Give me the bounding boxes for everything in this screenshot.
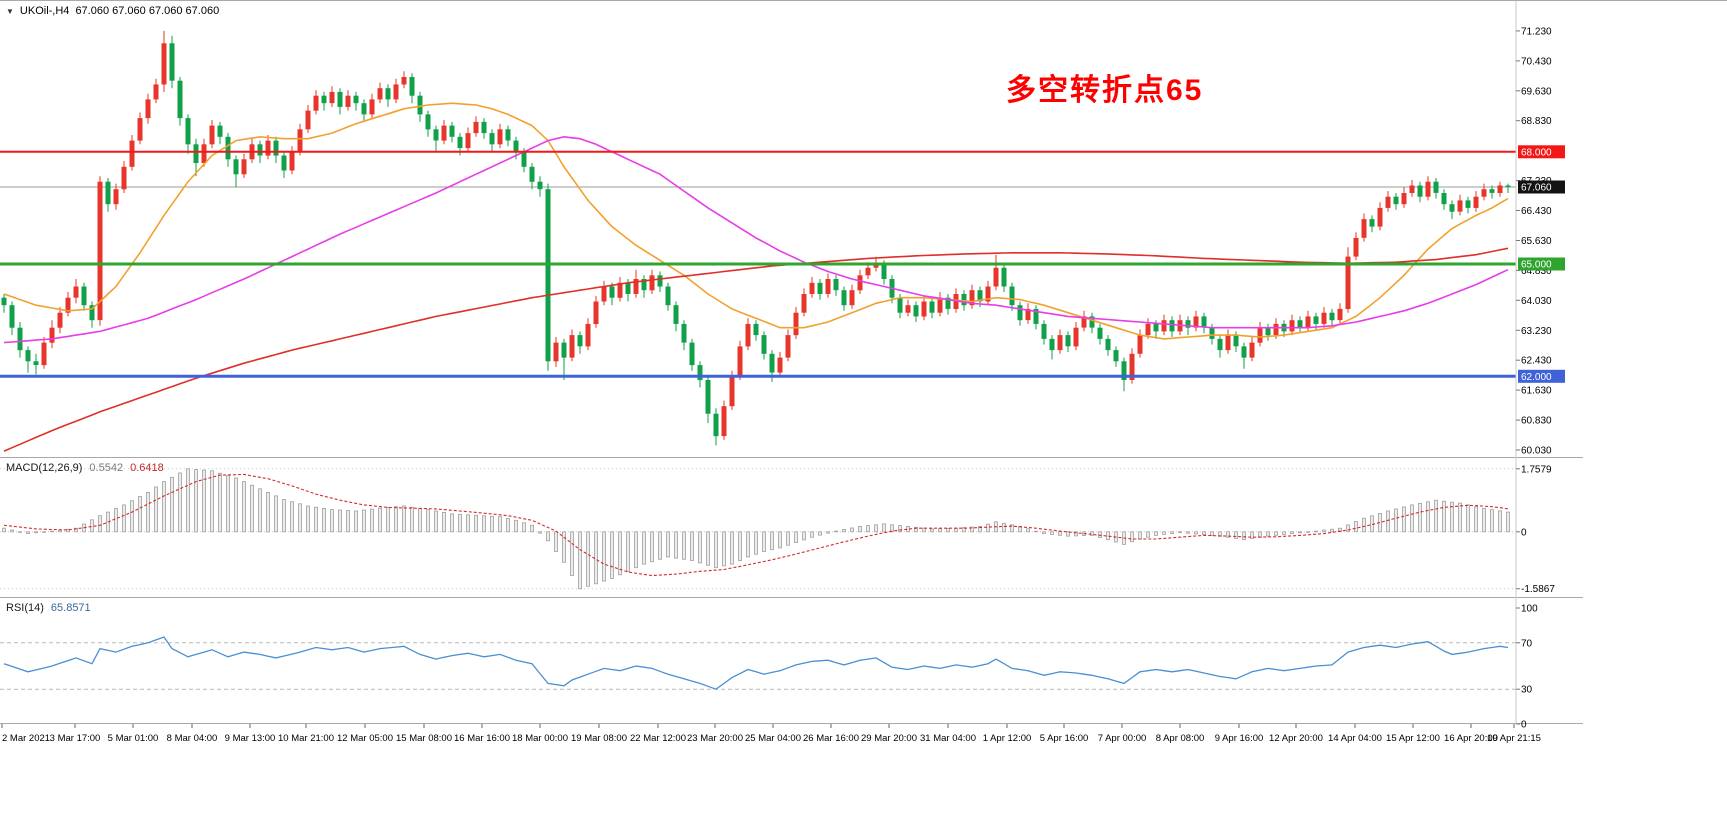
macd-main-value: 0.5542	[89, 462, 124, 474]
svg-text:8 Mar 04:00: 8 Mar 04:00	[167, 733, 218, 744]
svg-text:12 Apr 20:00: 12 Apr 20:00	[1269, 733, 1323, 744]
svg-text:62.430: 62.430	[1521, 356, 1552, 367]
macd-name: MACD(12,26,9)	[6, 462, 83, 474]
svg-text:67.060: 67.060	[1521, 183, 1552, 194]
svg-text:68.830: 68.830	[1521, 116, 1552, 127]
svg-text:-1.5867: -1.5867	[1521, 584, 1555, 595]
svg-text:1.7579: 1.7579	[1521, 464, 1552, 475]
svg-text:0: 0	[1521, 527, 1527, 538]
svg-text:60.030: 60.030	[1521, 446, 1552, 457]
svg-text:14 Apr 04:00: 14 Apr 04:00	[1328, 733, 1382, 744]
svg-text:68.000: 68.000	[1521, 147, 1552, 158]
macd-signal-value: 0.6418	[130, 462, 164, 474]
svg-text:23 Mar 20:00: 23 Mar 20:00	[687, 733, 743, 744]
svg-text:5 Mar 01:00: 5 Mar 01:00	[108, 733, 159, 744]
svg-text:8 Apr 08:00: 8 Apr 08:00	[1156, 733, 1205, 744]
svg-text:7 Apr 00:00: 7 Apr 00:00	[1098, 733, 1147, 744]
rsi-line	[3, 636, 1509, 690]
svg-text:25 Mar 04:00: 25 Mar 04:00	[745, 733, 801, 744]
rsi-value: 65.8571	[50, 602, 91, 614]
macd-histogram	[2, 468, 1510, 590]
svg-text:16 Apr 20:00: 16 Apr 20:00	[1444, 733, 1498, 744]
svg-text:15 Mar 08:00: 15 Mar 08:00	[396, 733, 452, 744]
symbol-quotes: 67.060 67.060 67.060 67.060	[75, 5, 220, 17]
svg-text:66.430: 66.430	[1521, 206, 1552, 217]
svg-text:69.630: 69.630	[1521, 86, 1552, 97]
svg-text:10 Mar 21:00: 10 Mar 21:00	[278, 733, 334, 744]
svg-text:2 Mar 2021: 2 Mar 2021	[2, 733, 50, 744]
svg-text:15 Apr 12:00: 15 Apr 12:00	[1386, 733, 1440, 744]
ma-mid-line	[3, 135, 1509, 344]
rsi-panel	[0, 636, 1516, 690]
svg-text:64.030: 64.030	[1521, 296, 1552, 307]
horizontal-level-lines[interactable]	[0, 150, 1516, 378]
ma-fast-line	[3, 102, 1509, 340]
macd-indicator-label: MACD(12,26,9) 0.5542 0.6418	[6, 462, 164, 474]
svg-text:29 Mar 20:00: 29 Mar 20:00	[861, 733, 917, 744]
rsi-indicator-label: RSI(14) 65.8571	[6, 602, 91, 614]
svg-text:9 Mar 13:00: 9 Mar 13:00	[225, 733, 276, 744]
svg-text:61.630: 61.630	[1521, 386, 1552, 397]
svg-text:19 Apr 21:15: 19 Apr 21:15	[1487, 733, 1541, 744]
symbol-collapse-icon[interactable]: ▼	[6, 6, 14, 16]
time-axis[interactable]: 2 Mar 2021 3 Mar 17:00 5 Mar 01:00 8 Mar 04…	[1, 724, 1541, 744]
svg-text:3 Mar 17:00: 3 Mar 17:00	[50, 733, 101, 744]
svg-text:70: 70	[1521, 638, 1533, 649]
macd-panel	[0, 468, 1516, 590]
svg-text:70.430: 70.430	[1521, 56, 1552, 67]
svg-text:16 Mar 16:00: 16 Mar 16:00	[454, 733, 510, 744]
svg-text:5 Apr 16:00: 5 Apr 16:00	[1040, 733, 1089, 744]
svg-text:71.230: 71.230	[1521, 26, 1552, 37]
symbol-info-bar: ▼ UKOil-,H4 67.060 67.060 67.060 67.060	[6, 5, 219, 17]
rsi-name: RSI(14)	[6, 602, 44, 614]
svg-text:65.000: 65.000	[1521, 260, 1552, 271]
svg-text:30: 30	[1521, 685, 1533, 696]
svg-text:63.230: 63.230	[1521, 326, 1552, 337]
svg-text:19 Mar 08:00: 19 Mar 08:00	[571, 733, 627, 744]
svg-text:1 Apr 12:00: 1 Apr 12:00	[983, 733, 1032, 744]
svg-text:12 Mar 05:00: 12 Mar 05:00	[337, 733, 393, 744]
symbol-name: UKOil-,H4	[19, 5, 70, 17]
svg-text:0: 0	[1521, 720, 1527, 731]
svg-text:18 Mar 00:00: 18 Mar 00:00	[512, 733, 568, 744]
svg-text:9 Apr 16:00: 9 Apr 16:00	[1215, 733, 1264, 744]
svg-text:60.830: 60.830	[1521, 416, 1552, 427]
svg-text:62.000: 62.000	[1521, 372, 1552, 383]
price-axis[interactable]: 71.23070.43069.63068.83067.23066.43065.6…	[1516, 26, 1565, 731]
svg-text:22 Mar 12:00: 22 Mar 12:00	[630, 733, 686, 744]
annotation-text[interactable]: 多空转折点65	[1006, 74, 1204, 107]
svg-text:100: 100	[1521, 604, 1538, 615]
panel-separators[interactable]	[0, 1, 1583, 724]
ma-slow-line	[3, 247, 1509, 452]
macd-signal-line	[3, 473, 1509, 577]
svg-text:26 Mar 16:00: 26 Mar 16:00	[803, 733, 859, 744]
svg-text:64.830: 64.830	[1521, 266, 1552, 277]
svg-text:31 Mar 04:00: 31 Mar 04:00	[920, 733, 976, 744]
svg-text:65.630: 65.630	[1521, 236, 1552, 247]
